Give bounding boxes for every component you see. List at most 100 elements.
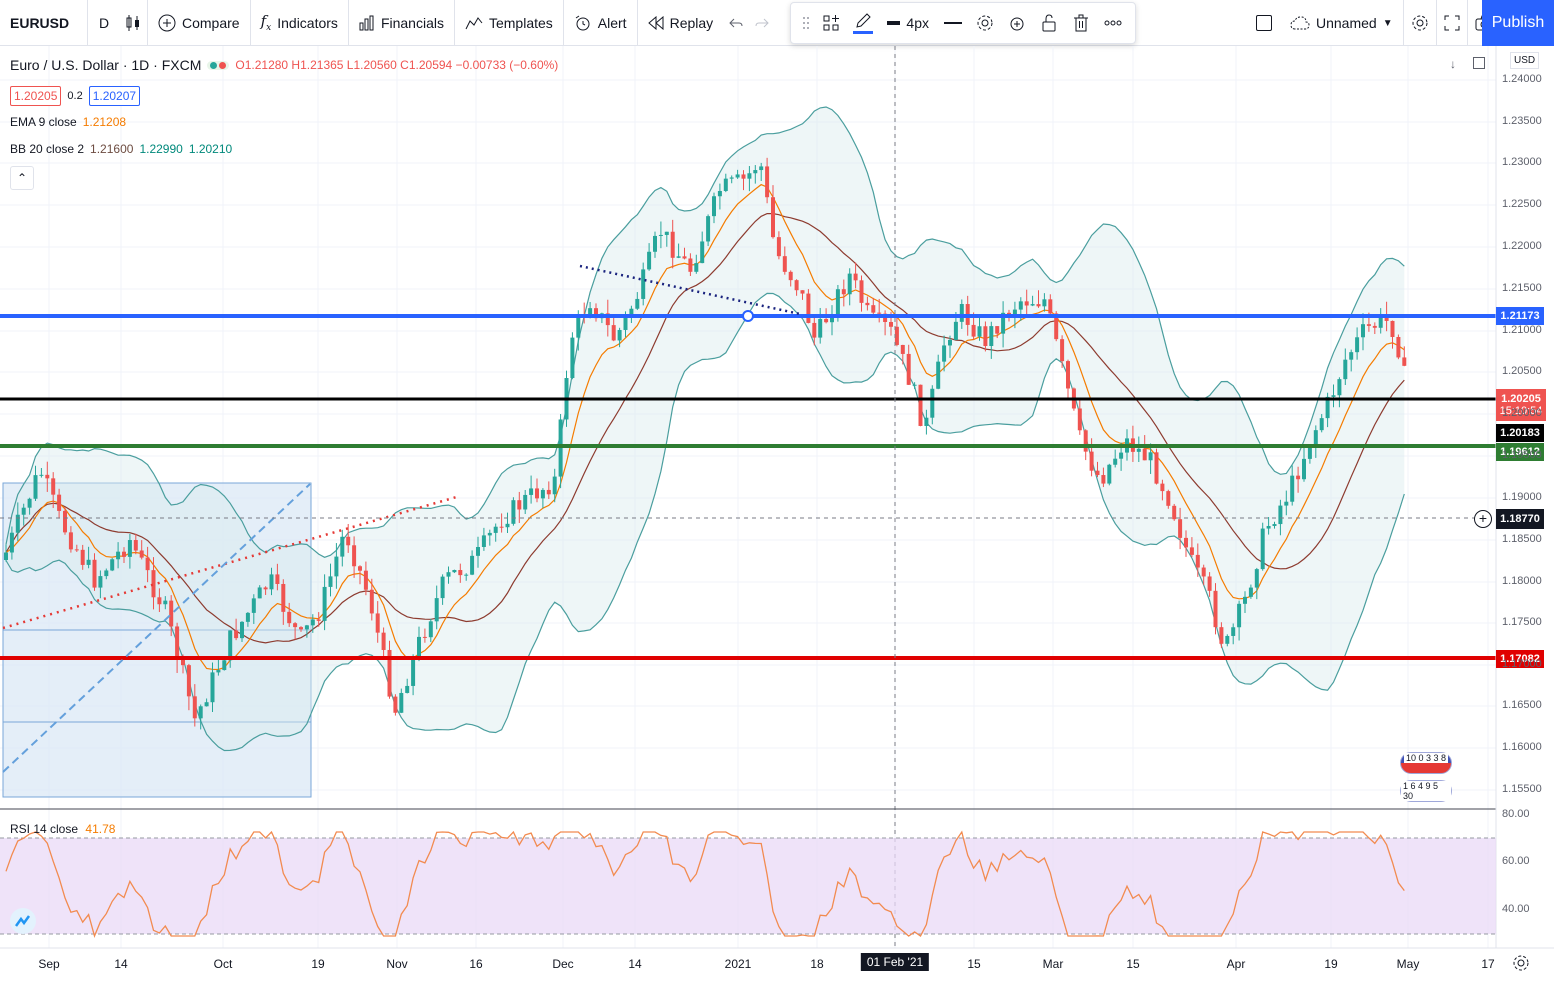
ema-legend[interactable]: EMA 9 close 1.21208 (10, 113, 558, 131)
event-flag-2[interactable]: 1 6 4 9 5 30 (1400, 780, 1452, 802)
candle-body (635, 298, 640, 309)
candle-body (234, 630, 239, 639)
ema-value: 1.21208 (82, 115, 127, 129)
bb-upper-value: 1.22990 (139, 142, 183, 156)
indicators-label: Indicators (277, 14, 338, 31)
candle-body (452, 570, 457, 573)
price-tick-label: 1.22500 (1502, 198, 1542, 210)
event-flag-1[interactable]: 10 0 3 3 8 (1400, 752, 1452, 774)
plus-circle-icon (158, 14, 176, 31)
alert-button[interactable]: Alert (564, 0, 638, 46)
candle-body (841, 289, 846, 295)
financials-button[interactable]: Financials (349, 0, 455, 46)
more-button[interactable] (1097, 3, 1129, 43)
candle-body (995, 326, 1000, 334)
bid-ask-row: 1.20205 0.2 1.20207 (10, 84, 558, 108)
candle-body (859, 280, 864, 303)
candles-icon (126, 14, 139, 31)
candle-body (1319, 418, 1324, 431)
dashed-trendline-lightblue (2, 483, 311, 773)
candle-body (959, 304, 964, 322)
crosshair-date-label: 01 Feb '21 (860, 953, 930, 971)
drag-handle[interactable] (797, 3, 815, 43)
time-tick-label: Nov (386, 957, 408, 971)
candle-body (1154, 452, 1159, 484)
buy-price-button[interactable]: 1.20207 (88, 86, 141, 106)
candle-body (1378, 314, 1383, 328)
chevron-up-icon: ⌃ (16, 171, 28, 185)
publish-button[interactable]: Publish (1482, 0, 1554, 46)
rsi-legend[interactable]: RSI 14 close 41.78 (10, 822, 115, 836)
maximize-pane-button[interactable] (1473, 57, 1485, 69)
price-tick-label: 1.19500 (1502, 449, 1542, 461)
candle-body (1366, 324, 1371, 326)
axis-settings-button[interactable] (1512, 954, 1530, 977)
candle-body (192, 696, 197, 719)
fullscreen-button[interactable] (1437, 0, 1468, 46)
price-tick-label: 1.23500 (1502, 115, 1542, 127)
price-tick-label: 1.22000 (1502, 240, 1542, 252)
candle-body (1237, 603, 1242, 628)
line-color-button[interactable] (847, 3, 879, 43)
bb-label: BB 20 close 2 (10, 142, 85, 156)
candle-body (1343, 359, 1348, 380)
candle-body (1284, 501, 1289, 506)
crosshair-add-button[interactable]: + (1474, 510, 1492, 528)
replay-button[interactable]: Replay (638, 0, 724, 46)
price-chart[interactable] (0, 46, 1554, 984)
bb-legend[interactable]: BB 20 close 2 1.21600 1.22990 1.20210 (10, 140, 558, 158)
indicators-button[interactable]: fx Indicators (251, 0, 349, 46)
candle-body (434, 598, 439, 622)
gear-icon (1412, 15, 1428, 31)
legend-title-row: Euro / U.S. Dollar · 1D · FXCM O1.21280 … (10, 56, 558, 74)
rsi-line (5, 830, 1405, 939)
line-width-button[interactable]: 4px (879, 3, 937, 43)
candle-body (723, 178, 728, 191)
compare-button[interactable]: Compare (148, 0, 251, 46)
chart-type-button[interactable] (120, 0, 148, 46)
symbol-search-button[interactable]: EURUSD (0, 0, 88, 46)
candle-body (375, 613, 380, 633)
candle-body (942, 345, 947, 362)
interval-button[interactable]: D (98, 14, 110, 31)
templates-button[interactable]: Templates (455, 0, 564, 46)
candle-body (658, 234, 663, 236)
template-button[interactable] (815, 3, 847, 43)
currency-label[interactable]: USD (1510, 52, 1540, 69)
candle-body (983, 326, 988, 347)
candle-body (1313, 430, 1318, 446)
scroll-to-latest-button[interactable]: ↓ (1450, 57, 1456, 71)
line-style-icon (944, 22, 962, 24)
price-tick-label: 1.21000 (1502, 324, 1542, 336)
candle-body (647, 251, 652, 270)
candle-body (1248, 587, 1253, 597)
sell-price-button[interactable]: 1.20205 (10, 86, 62, 106)
collapse-legend-button[interactable]: ⌃ (10, 166, 34, 190)
add-alert-button[interactable] (1001, 3, 1033, 43)
lock-button[interactable] (1033, 3, 1065, 43)
candle-body (776, 237, 781, 257)
candle-body (747, 173, 752, 179)
candle-body (181, 659, 185, 666)
line-width-label: 4px (906, 15, 929, 31)
tradingview-logo[interactable] (10, 908, 36, 934)
candle-body (487, 532, 492, 536)
line-style-button[interactable] (937, 3, 969, 43)
candle-body (1012, 309, 1017, 317)
candle-body (1254, 569, 1259, 588)
candle-body (393, 696, 398, 713)
candle-body (139, 550, 144, 558)
layout-name-button[interactable]: Unnamed ▼ (1280, 0, 1404, 46)
chart-settings-button[interactable] (1404, 0, 1437, 46)
symbol-title[interactable]: Euro / U.S. Dollar · 1D · FXCM (10, 57, 202, 73)
candle-body (1243, 596, 1247, 604)
candle-body (86, 559, 91, 565)
expand-icon (1444, 15, 1460, 31)
price-tick-label: 1.23000 (1502, 156, 1542, 168)
settings-button[interactable] (969, 3, 1001, 43)
fullscreen-layout-button[interactable] (1250, 0, 1280, 46)
delete-button[interactable] (1065, 3, 1097, 43)
redo-button[interactable] (749, 0, 775, 46)
undo-button[interactable] (723, 0, 749, 46)
candle-body (706, 216, 711, 242)
